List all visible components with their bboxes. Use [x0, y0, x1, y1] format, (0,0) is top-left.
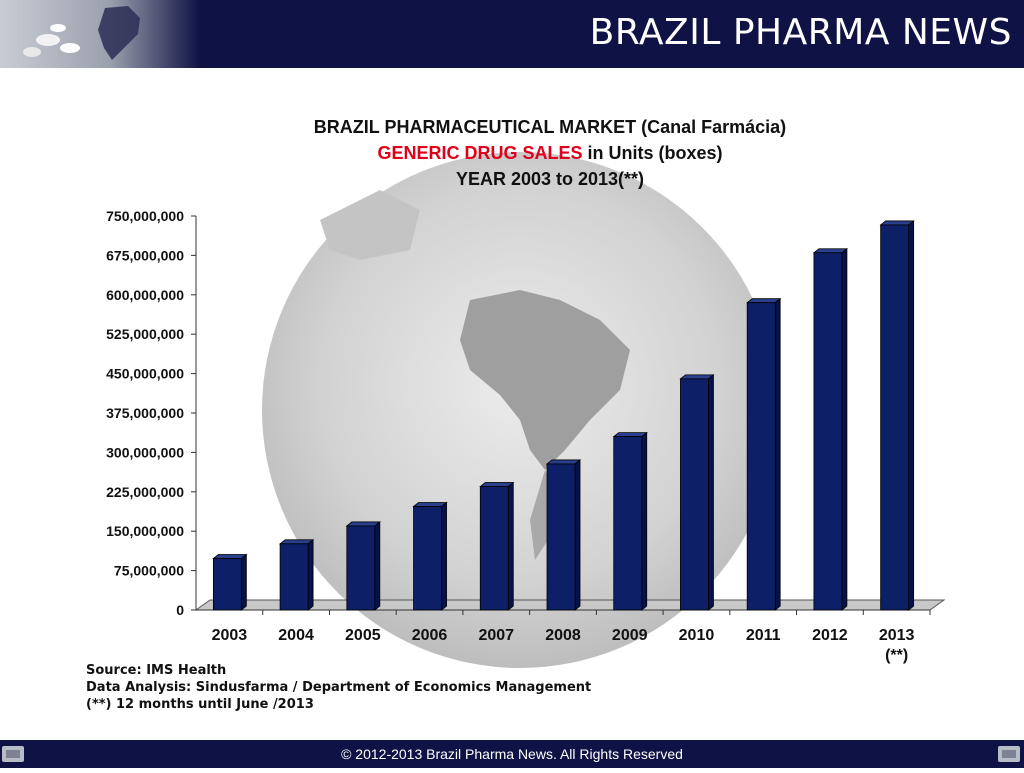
- bar: [680, 378, 709, 611]
- bar-top: [679, 374, 715, 380]
- x-tick-label: 2005: [345, 627, 381, 644]
- y-tick-label: 675,000,000: [106, 247, 184, 263]
- bar-side: [507, 481, 514, 611]
- header-pills-map-image: [0, 0, 200, 68]
- bar: [413, 506, 442, 611]
- analysis-line: Data Analysis: Sindusfarma / Department …: [86, 680, 592, 695]
- x-tick-label: 2004: [278, 627, 314, 644]
- bar-top: [412, 502, 448, 507]
- copyright-text: © 2012-2013 Brazil Pharma News. All Righ…: [341, 746, 683, 762]
- y-tick-label: 225,000,000: [106, 484, 184, 500]
- bar: [613, 436, 643, 611]
- bar-top: [612, 432, 648, 438]
- bar-side: [574, 459, 581, 611]
- chart-title-highlight: GENERIC DRUG SALES: [377, 143, 583, 163]
- bar: [279, 543, 309, 611]
- x-tick-label: 2013: [879, 627, 915, 644]
- y-tick-label: 150,000,000: [106, 523, 184, 539]
- chart-title-line2-rest: in Units (boxes): [582, 143, 723, 163]
- bar-side: [708, 374, 714, 611]
- bar-top: [812, 248, 849, 254]
- bar: [346, 525, 376, 611]
- bar: [212, 558, 242, 611]
- bar-side: [774, 297, 781, 611]
- bar-side: [374, 521, 381, 611]
- bar-top: [479, 482, 515, 487]
- bar: [746, 302, 776, 611]
- bar-side: [641, 431, 648, 611]
- footer-right-icon: [984, 740, 1024, 768]
- x-tick-label: 2012: [812, 627, 848, 644]
- bar-top: [545, 459, 582, 465]
- x-tick-label: 2003: [212, 627, 248, 644]
- y-tick-label: 0: [176, 602, 184, 618]
- x-tick-label: 2008: [545, 627, 581, 644]
- globe-background-image: [262, 152, 778, 668]
- bar-chart: 0 75,000,000 150,000,000 225,000,000 300,000…: [106, 208, 946, 664]
- y-tick-label: 750,000,000: [106, 208, 184, 224]
- footer-left-icon: [0, 740, 40, 768]
- x-tick-label: 2011: [746, 627, 781, 644]
- y-tick-label: 375,000,000: [106, 405, 184, 421]
- y-tick-label: 75,000,000: [114, 563, 184, 579]
- bar-side: [841, 247, 848, 611]
- header-banner: BRAZIL PHARMA NEWS: [0, 0, 1024, 68]
- x-tick-sublabel: (**): [885, 647, 908, 664]
- bar-top: [212, 554, 248, 559]
- y-tick-label: 600,000,000: [106, 287, 184, 303]
- bar-side: [240, 553, 247, 611]
- bar: [546, 463, 576, 611]
- footer-bar: © 2012-2013 Brazil Pharma News. All Righ…: [0, 740, 1024, 768]
- x-tick-label: 2006: [412, 627, 448, 644]
- site-title: BRAZIL PHARMA NEWS: [589, 12, 1012, 53]
- chart-title: BRAZIL PHARMACEUTICAL MARKET (Canal Farm…: [150, 114, 950, 192]
- bar: [880, 224, 910, 611]
- bar-side: [307, 538, 314, 611]
- chart-title-line3: YEAR 2003 to 2013(**): [455, 169, 645, 189]
- chart-title-line1: BRAZIL PHARMACEUTICAL MARKET (Canal Farm…: [313, 117, 787, 137]
- source-notes: Source: IMS Health Data Analysis: Sindus…: [86, 662, 591, 713]
- bar-top: [278, 539, 315, 545]
- bar-top: [345, 521, 381, 527]
- bar-side: [908, 220, 915, 611]
- y-tick-label: 525,000,000: [106, 326, 184, 342]
- footnote-line: (**) 12 months until June /2013: [86, 697, 314, 712]
- source-line: Source: IMS Health: [86, 663, 227, 678]
- y-tick-label: 300,000,000: [106, 444, 184, 460]
- y-tick-label: 450,000,000: [106, 366, 184, 382]
- bar-top: [879, 220, 915, 226]
- bar: [479, 486, 509, 611]
- bar-side: [441, 501, 447, 611]
- x-tick-label: 2007: [478, 627, 514, 644]
- x-tick-label: 2009: [612, 627, 648, 644]
- chart-title-line2: GENERIC DRUG SALES in Units (boxes): [150, 140, 950, 166]
- x-tick-label: 2010: [679, 627, 715, 644]
- bar-top: [746, 298, 782, 304]
- bar: [813, 252, 843, 611]
